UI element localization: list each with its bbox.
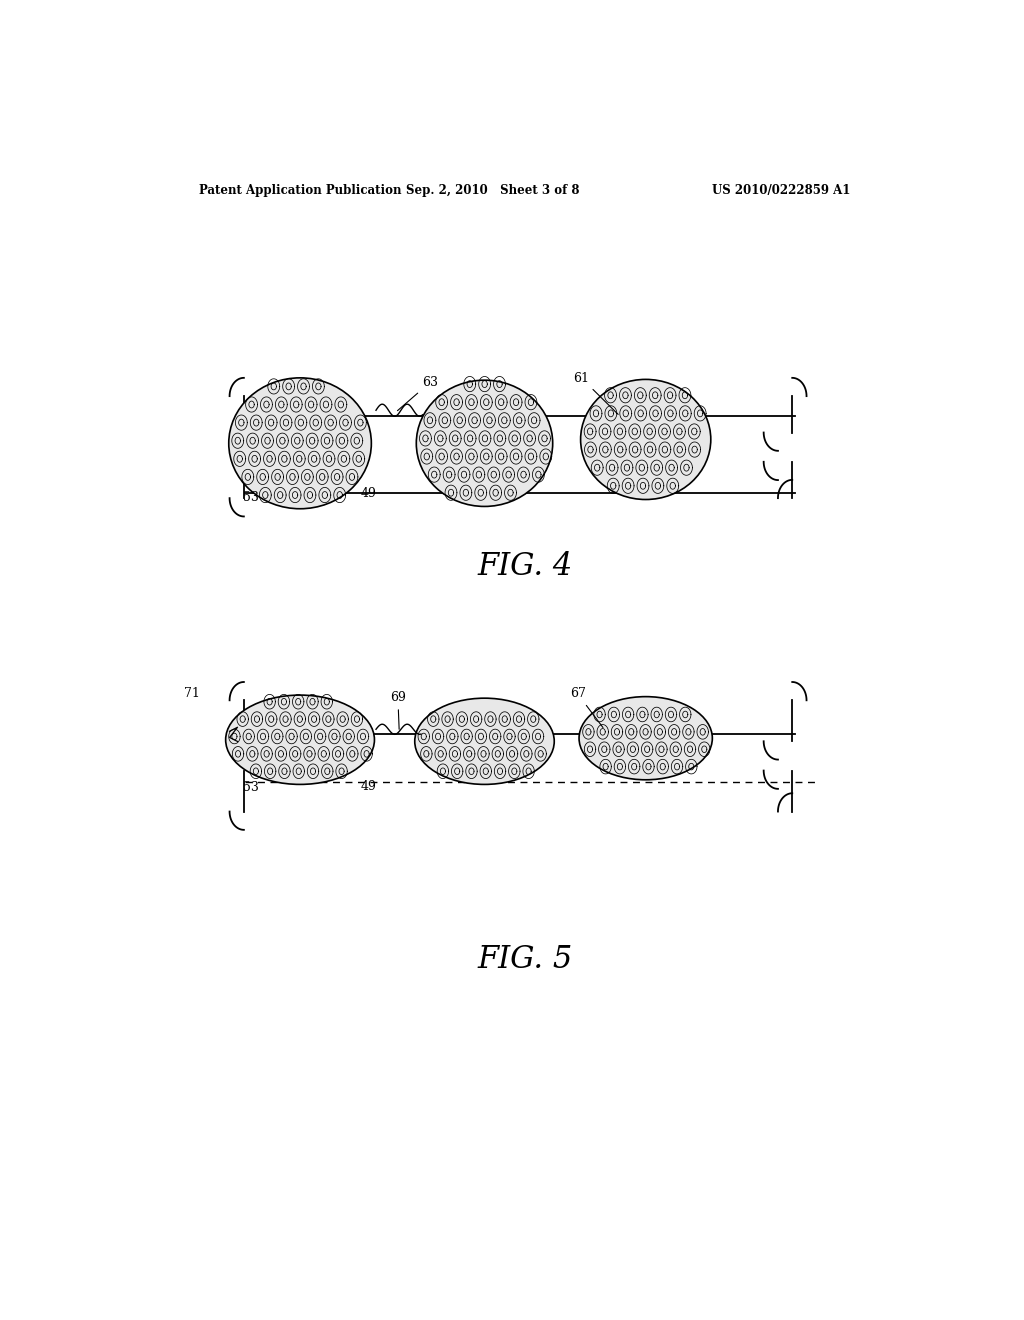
Ellipse shape xyxy=(581,379,711,499)
Text: US 2010/0222859 A1: US 2010/0222859 A1 xyxy=(712,183,850,197)
Text: FIG. 5: FIG. 5 xyxy=(477,944,572,974)
Ellipse shape xyxy=(225,696,375,784)
Ellipse shape xyxy=(579,697,713,780)
Ellipse shape xyxy=(228,378,372,508)
Text: 53: 53 xyxy=(243,781,259,795)
Text: 67: 67 xyxy=(569,688,603,727)
Text: 69: 69 xyxy=(390,692,406,729)
Text: Sep. 2, 2010   Sheet 3 of 8: Sep. 2, 2010 Sheet 3 of 8 xyxy=(407,183,580,197)
Text: 63: 63 xyxy=(397,376,438,411)
Text: 49: 49 xyxy=(360,780,377,793)
Text: 49: 49 xyxy=(360,487,377,500)
Text: FIG. 4: FIG. 4 xyxy=(477,552,572,582)
Text: 61: 61 xyxy=(573,372,618,414)
Ellipse shape xyxy=(415,698,554,784)
Text: Patent Application Publication: Patent Application Publication xyxy=(200,183,402,197)
Ellipse shape xyxy=(417,380,553,507)
Text: 71: 71 xyxy=(183,688,200,701)
Text: 53: 53 xyxy=(243,491,259,504)
